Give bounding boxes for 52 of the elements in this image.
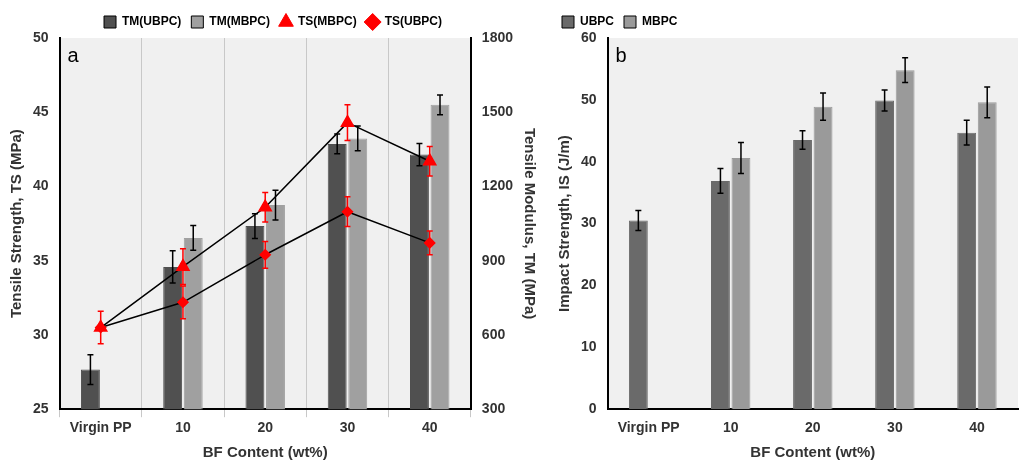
y-tick-label: 50 [32, 28, 49, 45]
annotation: a [67, 43, 80, 66]
bar [731, 158, 751, 410]
x-tick-label: 40 [969, 419, 985, 436]
legend-label: TS(UBPC) [384, 14, 442, 29]
y-tick-label: 25 [32, 400, 49, 417]
bar [895, 70, 915, 410]
annotation: b [615, 43, 627, 66]
x-tick-label: 20 [257, 419, 274, 436]
bar [628, 220, 648, 410]
legend-label: TS(MBPC) [297, 14, 357, 29]
y-tick-label: 30 [32, 325, 49, 342]
y2-tick-label: 1200 [481, 177, 514, 194]
point [340, 114, 355, 127]
y-tick-label: 20 [580, 276, 597, 293]
y-tick-label: 60 [580, 28, 597, 45]
y2-tick-label: 900 [481, 251, 506, 268]
y-tick-label: 0 [588, 400, 597, 417]
legend-label: TM(MBPC) [209, 14, 270, 29]
x-axis-title: BF Content (wt%) [750, 443, 876, 461]
y-tick-label: 30 [580, 214, 597, 231]
legend-label: UBPC [580, 14, 615, 29]
bar [957, 132, 977, 410]
y-axis-title: Impact Strength, IS (J/m) [555, 135, 573, 312]
legend-label: MBPC [642, 14, 678, 29]
x-tick-label: 30 [339, 419, 356, 436]
y2-tick-label: 1800 [481, 28, 514, 45]
y-tick-label: 40 [580, 152, 597, 169]
y2-tick-label: 300 [481, 400, 506, 417]
y-tick-label: 50 [580, 90, 597, 107]
y-tick-label: 40 [32, 177, 49, 194]
x-tick-label: 30 [887, 419, 903, 436]
x-tick-label: Virgin PP [69, 419, 132, 436]
y-tick-label: 45 [32, 103, 49, 120]
x-tick-label: 40 [421, 419, 438, 436]
y2-axis-title: Tensile Modulus, TM (MPa) [521, 127, 539, 320]
bar [875, 100, 895, 410]
x-axis-title: BF Content (wt%) [202, 443, 328, 461]
bar [977, 102, 997, 410]
x-tick-label: Virgin PP [617, 419, 680, 436]
legend-label: TM(UBPC) [122, 14, 182, 29]
y-tick-label: 10 [580, 338, 597, 355]
y2-tick-label: 600 [481, 325, 506, 342]
y-tick-label: 35 [32, 251, 49, 268]
x-tick-label: 10 [175, 419, 191, 436]
y-axis-title: Tensile Strength, TS (MPa) [7, 129, 25, 319]
bar [793, 140, 812, 410]
y2-tick-label: 1500 [481, 103, 514, 120]
x-tick-label: 10 [722, 419, 739, 436]
x-tick-label: 20 [805, 419, 821, 436]
bar [813, 106, 833, 410]
bar [711, 180, 730, 410]
